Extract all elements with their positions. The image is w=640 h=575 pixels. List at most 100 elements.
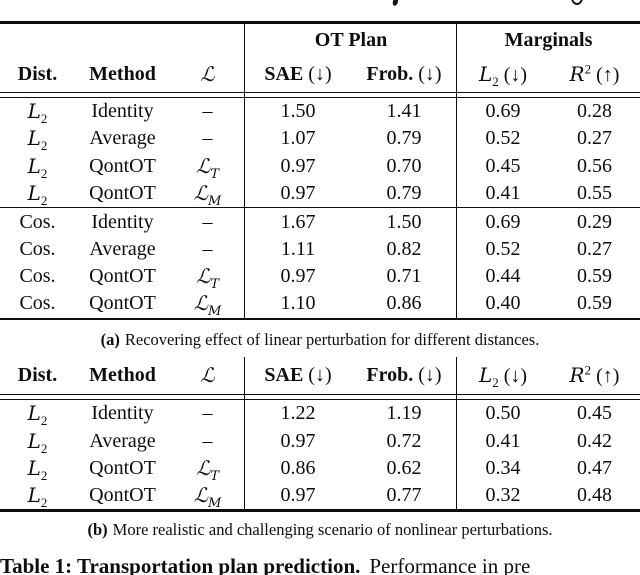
cell-dist: L2 <box>27 483 48 511</box>
cell-loss: – <box>202 210 213 233</box>
cell-sae: 0.97 <box>280 265 316 288</box>
table-row: Cos. Identity – 1.67 1.50 0.69 0.29 <box>0 208 640 235</box>
column-header-row: Dist. Method ℒ SAE (↓) Frob. (↓) L2 (↓) R2(… <box>0 57 640 92</box>
cell-sae: 0.97 <box>280 154 316 177</box>
cell-dist: L2 <box>27 126 48 154</box>
group-header-ot-plan: OT Plan <box>314 28 388 51</box>
vertical-rule <box>455 23 458 318</box>
table-row: Cos. QontOT ℒT 0.97 0.71 0.44 0.59 <box>0 263 640 291</box>
cell-dist: Cos. <box>19 292 56 315</box>
cell-l2: 0.52 <box>485 237 521 260</box>
table-row: L2 Average – 1.07 0.79 0.52 0.27 <box>0 125 640 152</box>
cell-sae: 1.22 <box>280 402 316 425</box>
vertical-rule <box>455 357 458 510</box>
cell-frob: 0.70 <box>386 154 422 177</box>
col-header-r2: R2 (↑) <box>569 362 620 387</box>
cell-r2: 0.59 <box>577 292 612 315</box>
cell-method: QontOT <box>89 484 156 507</box>
cell-frob: 0.72 <box>386 429 422 452</box>
bottom-rule <box>0 509 640 512</box>
clipped-text-fragment <box>571 0 583 5</box>
table-row: L2 Identity – 1.50 1.41 0.69 0.28 <box>0 98 640 125</box>
col-header-frob: Frob. (↓) <box>366 62 442 85</box>
cell-loss: – <box>202 429 213 452</box>
clipped-text-fragment <box>391 0 400 7</box>
cell-method: Average <box>89 127 156 150</box>
cell-loss: ℒT <box>195 153 220 182</box>
cell-sae: 1.67 <box>280 210 316 233</box>
vertical-rule <box>243 357 246 510</box>
table-caption: Table 1: Transportation plan prediction.… <box>0 554 640 575</box>
col-header-method: Method <box>89 364 156 386</box>
cell-l2: 0.45 <box>485 154 521 177</box>
table-row: Cos. Average – 1.11 0.82 0.52 0.27 <box>0 236 640 263</box>
cell-method: QontOT <box>89 456 156 479</box>
cell-loss: – <box>202 99 213 122</box>
cell-loss: – <box>202 402 213 425</box>
cell-frob: 1.41 <box>386 99 422 122</box>
table-row: Cos. QontOT ℒM 1.10 0.86 0.40 0.59 <box>0 290 640 318</box>
cell-sae: 0.97 <box>280 484 316 507</box>
cell-method: Identity <box>91 210 154 233</box>
table-row: L2 QontOT ℒM 0.97 0.77 0.32 0.48 <box>0 482 640 512</box>
cell-l2: 0.50 <box>485 402 521 425</box>
cell-r2: 0.45 <box>577 402 612 425</box>
subcaption-a: (a) Recovering effect of linear perturbat… <box>100 330 540 349</box>
col-header-sae: SAE (↓) <box>264 364 332 386</box>
cell-r2: 0.28 <box>577 99 612 122</box>
cell-method: Identity <box>91 99 154 122</box>
cell-method: Average <box>89 237 156 260</box>
cell-l2: 0.41 <box>485 181 521 204</box>
col-header-loss: ℒ <box>200 61 215 86</box>
cell-sae: 1.10 <box>280 292 316 315</box>
group-header-marginals: Marginals <box>504 28 593 51</box>
cell-r2: 0.27 <box>577 237 612 260</box>
col-header-loss: ℒ <box>200 363 215 387</box>
cell-loss: ℒM <box>193 483 222 512</box>
cell-r2: 0.59 <box>577 265 612 288</box>
col-header-sae: SAE (↓) <box>264 62 332 85</box>
cell-l2: 0.32 <box>485 484 521 507</box>
double-rule <box>0 394 640 401</box>
cell-sae: 0.97 <box>280 429 316 452</box>
cell-dist: L2 <box>27 428 48 456</box>
table-row: L2 Average – 0.97 0.72 0.41 0.42 <box>0 427 640 456</box>
table-row: L2 QontOT ℒM 0.97 0.79 0.41 0.55 <box>0 180 640 208</box>
cell-r2: 0.48 <box>577 484 612 507</box>
cell-r2: 0.55 <box>577 181 612 204</box>
cell-method: Identity <box>91 402 154 425</box>
cell-frob: 0.79 <box>386 181 422 204</box>
cell-r2: 0.47 <box>577 456 612 479</box>
bottom-rule <box>0 317 640 320</box>
cell-l2: 0.41 <box>485 429 521 452</box>
cell-dist: Cos. <box>19 237 56 260</box>
table-row: L2 QontOT ℒT 0.86 0.62 0.34 0.47 <box>0 455 640 483</box>
table-row: L2 Identity – 1.22 1.19 0.50 0.45 <box>0 400 640 427</box>
cell-frob: 0.62 <box>386 456 422 479</box>
cell-loss: – <box>202 237 213 260</box>
top-rule <box>0 21 640 24</box>
table-row: L2 QontOT ℒT 0.97 0.70 0.45 0.56 <box>0 152 640 182</box>
cell-l2: 0.69 <box>485 210 521 233</box>
cell-frob: 1.50 <box>386 210 422 233</box>
cell-frob: 0.71 <box>386 265 422 288</box>
cell-dist: L2 <box>27 98 48 126</box>
cell-sae: 1.50 <box>280 99 316 122</box>
cell-method: QontOT <box>89 154 156 177</box>
cell-sae: 1.07 <box>280 127 316 150</box>
mid-rule <box>0 206 640 209</box>
cell-dist: L2 <box>27 455 48 483</box>
cell-method: QontOT <box>89 181 156 204</box>
cell-frob: 1.19 <box>386 402 422 425</box>
cell-l2: 0.69 <box>485 99 521 122</box>
table-caption-text: Performance in pre <box>369 554 531 575</box>
group-header-row: OT Plan Marginals <box>0 24 640 57</box>
cell-l2: 0.34 <box>485 456 521 479</box>
cell-sae: 0.97 <box>280 181 316 204</box>
double-rule <box>0 91 640 98</box>
subcaption-b: (b) More realistic and challenging scenar… <box>87 520 553 539</box>
col-header-l2: L2 (↓) <box>478 363 528 390</box>
cell-l2: 0.52 <box>485 127 521 150</box>
cell-frob: 0.82 <box>386 237 422 260</box>
cell-loss: – <box>202 127 213 150</box>
